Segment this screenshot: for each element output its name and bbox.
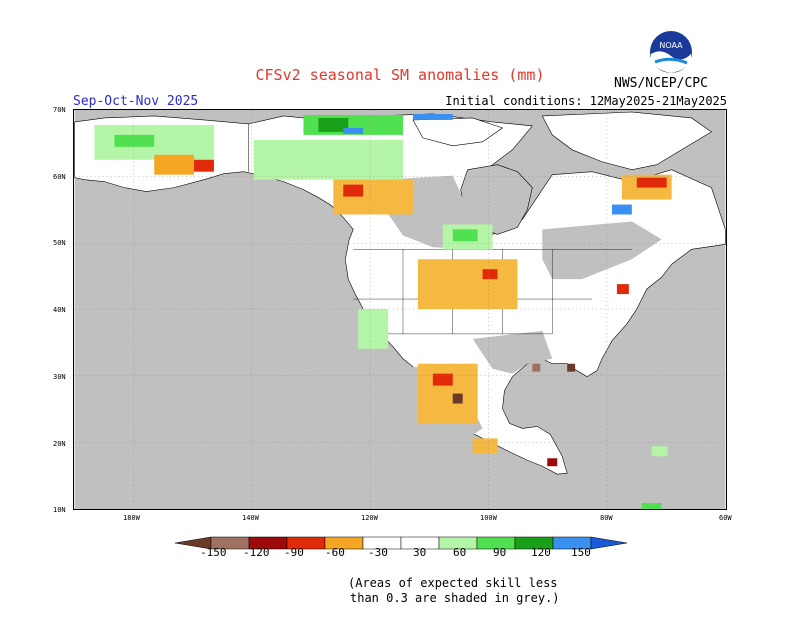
legend-tick-label: 150 xyxy=(571,546,591,559)
legend-bin-11 xyxy=(590,536,627,550)
lat-label-40n: 40N xyxy=(53,306,66,314)
legend-tick-label: 30 xyxy=(413,546,427,559)
negative-anomaly-cells xyxy=(154,154,672,467)
soil-moisture-map xyxy=(73,109,727,510)
legend-tick-label: -30 xyxy=(368,546,388,559)
no-skill-region-south xyxy=(472,330,553,374)
legend-tick-label: 120 xyxy=(531,546,551,559)
agency-label: NWS/NCEP/CPC xyxy=(614,76,708,91)
noaa-logo: NOAA xyxy=(650,31,692,73)
legend-tick-label: 90 xyxy=(493,546,507,559)
initial-conditions-label: Initial conditions: 12May2025-21May2025 xyxy=(445,94,727,108)
legend-tick-label: -60 xyxy=(325,546,345,559)
legend-tick-label: 60 xyxy=(453,546,467,559)
lon-label-180w: 180W xyxy=(123,514,140,522)
legend-tick-label: -90 xyxy=(284,546,304,559)
lon-label-60w: 60W xyxy=(719,514,732,522)
legend-tick-label: -150 xyxy=(200,546,227,559)
footnote-line-1: (Areas of expected skill less xyxy=(348,576,558,590)
legend-tick-label: -120 xyxy=(243,546,270,559)
lat-label-70n: 70N xyxy=(53,106,66,114)
lon-label-80w: 80W xyxy=(600,514,613,522)
lat-label-30n: 30N xyxy=(53,373,66,381)
logo-text: NOAA xyxy=(659,41,683,50)
arctic-islands xyxy=(412,117,504,147)
season-label: Sep-Oct-Nov 2025 xyxy=(73,94,199,109)
lon-label-100w: 100W xyxy=(480,514,497,522)
footnote-line-2: than 0.3 are shaded in grey.) xyxy=(350,591,560,605)
lat-label-50n: 50N xyxy=(53,239,66,247)
legend-colorbar xyxy=(175,536,627,550)
greenland-land xyxy=(541,111,712,171)
lat-label-20n: 20N xyxy=(53,440,66,448)
lon-label-140w: 140W xyxy=(242,514,259,522)
map-title: CFSv2 seasonal SM anomalies (mm) xyxy=(255,66,545,84)
lat-label-10n: 10N xyxy=(53,506,66,514)
lat-label-60n: 60N xyxy=(53,173,66,181)
no-skill-region-east xyxy=(542,221,662,280)
graticule xyxy=(74,110,726,509)
lon-label-120w: 120W xyxy=(361,514,378,522)
